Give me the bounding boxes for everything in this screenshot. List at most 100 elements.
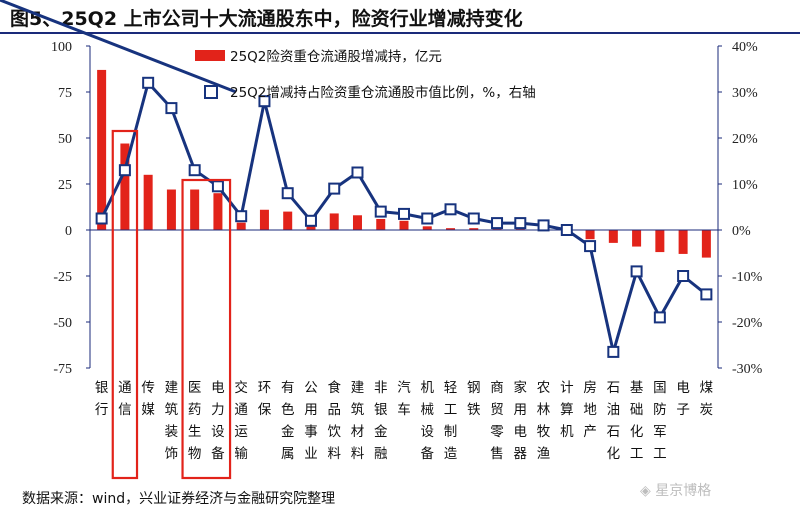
category-label: 环保: [258, 380, 272, 418]
line-point: [537, 219, 550, 232]
bar: [166, 189, 176, 230]
line-point: [467, 212, 480, 225]
bar: [283, 211, 293, 230]
chart: 100 75 50 25 0 -25 -50 -75 40% 30% 20% 10% 0% -10% -20…: [0, 0, 763, 480]
bar: [143, 174, 153, 230]
category-label: 机械设备: [421, 380, 435, 462]
bar: [190, 189, 200, 230]
left-tick-label: 100: [51, 40, 72, 55]
line-point: [700, 288, 713, 301]
right-tick-label: 20%: [732, 132, 758, 147]
line-point: [514, 217, 527, 230]
category-label: 交通运输: [234, 379, 248, 462]
category-label: 公用事业: [304, 380, 318, 462]
legend-line-label: 25Q2增减持占险资重仓流通股市值比例，%，右轴: [230, 84, 536, 101]
category-label: 计算机: [560, 380, 574, 440]
highlight-boxes: [111, 129, 232, 480]
bar: [399, 220, 409, 230]
line-point: [630, 265, 643, 278]
line-point: [165, 102, 178, 115]
right-tick-label: 0%: [732, 224, 751, 239]
line-point: [304, 214, 317, 227]
category-label: 基础化工: [630, 379, 644, 462]
bar-series: [97, 69, 711, 258]
bar: [701, 230, 711, 258]
bar: [120, 143, 130, 230]
line-point: [118, 164, 131, 177]
line-point: [444, 203, 457, 216]
chart-title: 图5、25Q2 上市公司十大流通股东中，险资行业增减持变化: [10, 8, 523, 30]
bar: [213, 193, 223, 230]
line-point: [398, 207, 410, 220]
bar: [655, 230, 665, 253]
line-point: [95, 212, 108, 225]
right-tick-label: 30%: [732, 86, 758, 101]
watermark: ◈ 星京博格: [640, 483, 712, 499]
bar: [306, 226, 316, 230]
axes: 100 75 50 25 0 -25 -50 -75 40% 30% 20% 10% 0% -10% -20…: [51, 40, 763, 377]
category-label: 建筑材料: [351, 380, 365, 462]
category-label: 传媒: [141, 380, 155, 418]
category-label: 煤炭: [700, 380, 714, 418]
bar: [376, 218, 386, 230]
category-label: 国防军工: [653, 380, 667, 462]
legend-line-swatch: [0, 0, 237, 94]
left-tick-label: 50: [58, 132, 72, 147]
category-label: 有色金属: [281, 380, 295, 462]
line-series: [95, 76, 713, 358]
category-label: 医药生物: [188, 380, 202, 462]
bar: [97, 69, 107, 230]
line-point: [142, 76, 155, 89]
line-point: [491, 217, 504, 230]
left-tick-label: -75: [53, 362, 72, 377]
category-label: 电力设备: [211, 380, 225, 462]
bar: [446, 228, 456, 230]
right-tick-label: 10%: [732, 178, 758, 193]
line-point: [584, 240, 597, 253]
line-point: [607, 345, 620, 358]
category-label: 电子: [676, 380, 690, 418]
category-label: 银行: [95, 380, 109, 418]
category-label: 农林牧渔: [537, 380, 551, 462]
bar: [236, 222, 246, 230]
category-label: 食品饮料: [327, 379, 341, 462]
title-divider: [0, 32, 800, 34]
left-tick-label: 75: [58, 86, 72, 101]
right-tick-label: -30%: [732, 362, 763, 377]
line-point: [235, 210, 248, 223]
bar: [585, 230, 595, 240]
right-tick-label: -20%: [732, 316, 763, 331]
left-tick-label: -25: [53, 270, 72, 285]
category-label: 商贸零售: [490, 380, 504, 462]
bar: [352, 215, 362, 230]
line-point: [560, 224, 573, 236]
line-point: [281, 187, 294, 200]
line-point: [258, 95, 271, 108]
line-point: [351, 166, 364, 179]
left-tick-label: 25: [58, 178, 72, 193]
bar: [608, 230, 618, 243]
highlight-box: [181, 178, 232, 480]
category-label: 钢铁: [467, 380, 481, 418]
category-label: 家用电器: [514, 379, 528, 462]
category-label: 汽车: [397, 380, 411, 418]
category-label: 房地产: [583, 380, 597, 440]
legend-bar-swatch: [195, 50, 225, 61]
source-note: 数据来源：wind，兴业证券经济与金融研究院整理: [22, 491, 336, 507]
category-label: 石油石化: [607, 380, 621, 462]
line-point: [374, 205, 387, 218]
legend-line-marker: [204, 85, 218, 99]
line-point: [211, 180, 224, 193]
bar: [422, 226, 432, 230]
right-tick-label: 40%: [732, 40, 758, 55]
legend-bar-label: 25Q2险资重仓流通股增减持，亿元: [230, 49, 442, 65]
line-point: [188, 164, 201, 177]
line-point: [653, 311, 666, 324]
bar: [632, 230, 642, 247]
legend: 25Q2险资重仓流通股增减持，亿元 25Q2增减持占险资重仓流通股市值比例，%，…: [0, 0, 536, 101]
right-tick-label: -10%: [732, 270, 763, 285]
highlight-box: [111, 129, 139, 480]
category-label: 非银金融: [374, 380, 388, 462]
category-labels: 银行通信传媒建筑装饰医药生物电力设备交通运输环保有色金属公用事业食品饮料建筑材料…: [95, 379, 714, 462]
category-label: 建筑装饰: [165, 380, 179, 462]
